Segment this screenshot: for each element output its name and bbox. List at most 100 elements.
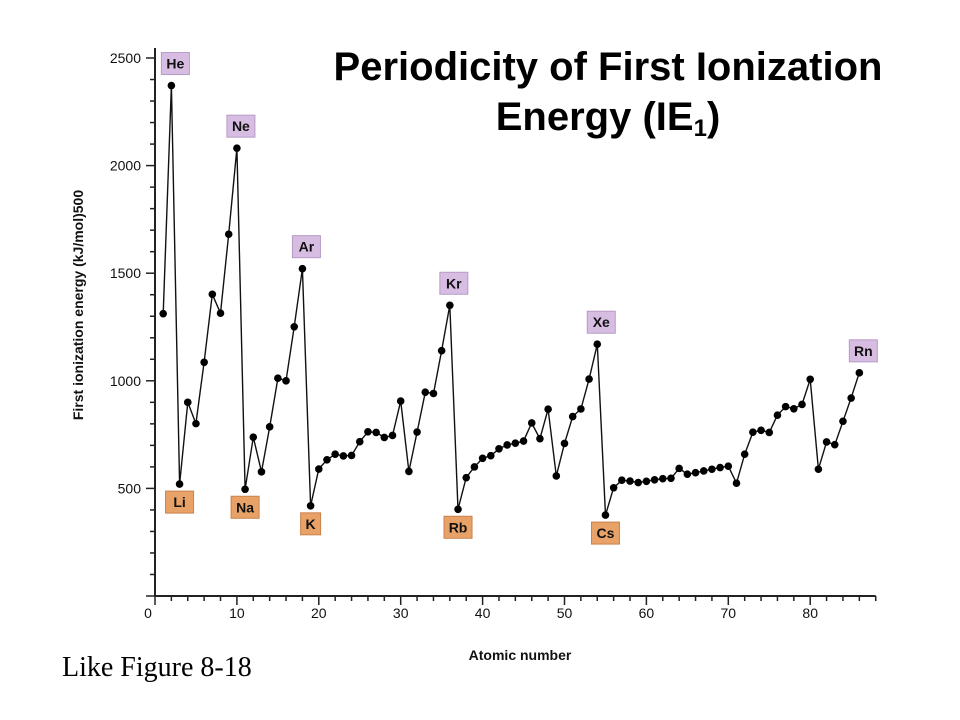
- series-line: [162, 85, 860, 516]
- data-point: [708, 465, 716, 474]
- data-point: [577, 405, 585, 413]
- element-label-box: [226, 114, 256, 138]
- data-point: [380, 433, 389, 442]
- element-label: Na: [236, 499, 254, 515]
- y-tick-label: 1000: [110, 373, 141, 389]
- data-point: [618, 476, 626, 485]
- data-point: [798, 400, 806, 409]
- element-label-box: [165, 490, 195, 514]
- data-point: [233, 144, 241, 152]
- data-point: [265, 423, 274, 431]
- y-tick-label: 2000: [110, 158, 141, 174]
- data-point: [699, 467, 708, 475]
- data-point: [839, 417, 847, 426]
- data-point: [560, 439, 569, 448]
- element-label-box: [291, 235, 321, 259]
- data-point: [323, 455, 331, 464]
- data-point: [519, 437, 528, 445]
- x-tick-label: 70: [721, 605, 737, 621]
- data-point: [806, 375, 814, 384]
- data-point: [593, 340, 602, 349]
- data-point: [667, 474, 675, 483]
- data-point: [814, 465, 823, 474]
- x-tick-label: 60: [639, 605, 655, 621]
- element-label-box: [443, 515, 473, 539]
- element-label-box: [586, 310, 616, 334]
- data-point: [847, 394, 855, 402]
- data-point: [527, 419, 536, 427]
- data-point: [446, 301, 454, 310]
- data-point: [355, 437, 364, 446]
- data-point: [716, 463, 724, 472]
- data-point: [282, 377, 290, 385]
- element-label: Cs: [596, 525, 614, 541]
- data-point: [183, 398, 192, 407]
- element-label: Ne: [232, 118, 250, 134]
- data-point: [437, 346, 446, 355]
- element-label: Rn: [854, 343, 873, 359]
- data-point: [200, 358, 208, 367]
- data-point: [298, 264, 307, 273]
- data-point: [175, 480, 184, 488]
- element-label-box: [160, 52, 190, 76]
- data-point: [609, 483, 618, 492]
- data-point: [683, 470, 692, 478]
- data-point: [658, 474, 667, 483]
- element-label-box: [848, 339, 878, 363]
- data-point: [478, 454, 487, 463]
- data-point: [241, 485, 249, 494]
- data-point: [372, 428, 380, 437]
- data-point: [429, 389, 438, 398]
- data-point: [388, 431, 397, 440]
- y-tick-label: 1500: [110, 265, 141, 281]
- data-point: [315, 465, 323, 473]
- data-point: [339, 452, 348, 460]
- element-label: Xe: [593, 314, 610, 330]
- element-label: Ar: [299, 239, 315, 255]
- data-point: [159, 309, 167, 318]
- data-point: [740, 450, 749, 458]
- data-point: [634, 478, 643, 487]
- title-subscript: 1: [693, 115, 707, 142]
- chart-title: Periodicity of First Ionization Energy (…: [268, 42, 948, 142]
- y-axis-label: First ionization energy (kJ/mol)500: [70, 190, 86, 420]
- data-point: [495, 445, 503, 453]
- data-point: [568, 412, 577, 421]
- title-close: ): [706, 95, 721, 139]
- data-point: [503, 441, 511, 449]
- y-tick-label: 2500: [110, 50, 141, 66]
- x-axis-label: Atomic number: [469, 647, 572, 663]
- element-label-box: [439, 271, 469, 295]
- data-point: [855, 369, 864, 377]
- data-point: [224, 230, 233, 239]
- data-point: [585, 375, 593, 383]
- x-tick-label: 50: [557, 605, 573, 621]
- title-main: Periodicity of First Ionization Energy (…: [333, 45, 883, 139]
- figure-caption: Like Figure 8-18: [62, 652, 252, 683]
- element-label: Li: [173, 494, 185, 510]
- data-point: [290, 322, 299, 331]
- x-tick-label: 0: [144, 605, 152, 621]
- element-label: K: [306, 516, 316, 532]
- data-point: [773, 411, 782, 420]
- data-point: [822, 438, 831, 446]
- data-point: [167, 81, 176, 90]
- data-point: [421, 388, 430, 397]
- data-point: [732, 479, 741, 488]
- data-point: [675, 464, 683, 473]
- data-point: [790, 404, 798, 413]
- data-point: [765, 428, 774, 437]
- x-tick-label: 20: [311, 605, 327, 621]
- data-point: [364, 428, 372, 436]
- data-point: [413, 428, 421, 436]
- data-point: [749, 428, 757, 437]
- data-point: [626, 477, 634, 485]
- data-point: [216, 309, 225, 318]
- element-label: Kr: [446, 275, 462, 291]
- data-point: [536, 434, 544, 443]
- data-point: [274, 374, 282, 383]
- data-point: [486, 451, 495, 460]
- element-label: Rb: [449, 519, 468, 535]
- data-point: [347, 451, 356, 460]
